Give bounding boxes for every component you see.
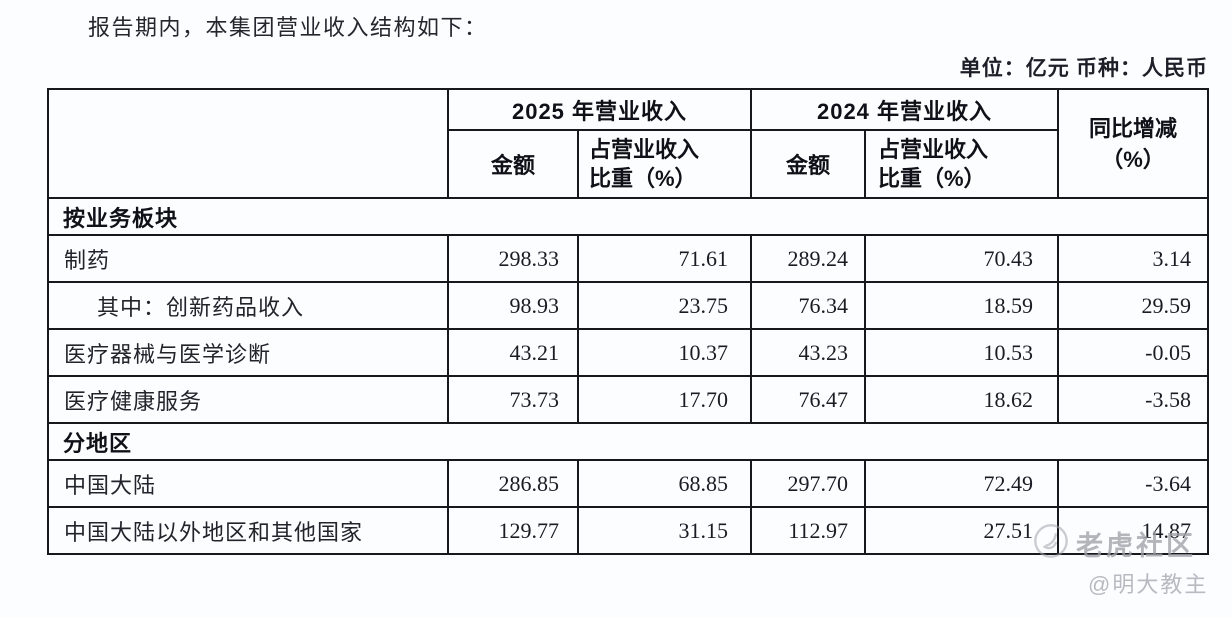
header-blank-cell [47,88,449,199]
amount-2025-cell: 298.33 [447,234,579,283]
amount-2025-cell: 286.85 [447,459,579,508]
share-2024-cell: 10.53 [864,328,1059,377]
row-label: 医疗健康服务 [47,375,449,424]
amount-2025-cell: 98.93 [447,281,579,330]
row-label: 制药 [47,234,449,283]
header-amount-2025: 金额 [447,129,579,199]
header-row-subcolumns: 金额 占营业收入比重（%） 金额 占营业收入比重（%） [48,129,1208,199]
table-row: 制药 298.33 71.61 289.24 70.43 3.14 [47,234,1209,283]
header-yoy-change: 同比增减（%） [1057,88,1209,199]
row-label: 中国大陆以外地区和其他国家 [47,506,449,555]
row-label: 医疗器械与医学诊断 [47,328,449,377]
amount-2025-cell: 73.73 [447,375,579,424]
table-row: 医疗器械与医学诊断 43.21 10.37 43.23 10.53 -0.05 [47,328,1209,377]
header-2025-revenue: 2025 年营业收入 [447,88,752,131]
unit-currency-note: 单位：亿元 币种：人民币 [959,56,1208,80]
row-label: 中国大陆 [47,459,449,508]
section-title: 分地区 [47,422,1209,461]
section-title: 按业务板块 [47,197,1209,236]
amount-2024-cell: 43.23 [750,328,866,377]
amount-2024-cell: 289.24 [750,234,866,283]
section-row-region: 分地区 [47,422,1209,461]
share-2025-cell: 23.75 [577,281,752,330]
header-row-years: 2025 年营业收入 2024 年营业收入 同比增减（%） [47,88,1209,199]
share-2024-cell: 72.49 [864,459,1059,508]
amount-2024-cell: 76.47 [750,375,866,424]
table-row: 其中：创新药品收入 98.93 23.75 76.34 18.59 29.59 [47,281,1209,330]
header-2024-revenue: 2024 年营业收入 [750,88,1059,131]
yoy-cell: 29.59 [1057,281,1209,330]
amount-2024-cell: 112.97 [750,506,866,555]
share-2025-cell: 17.70 [577,375,752,424]
section-row-business: 按业务板块 [47,197,1209,236]
row-label: 其中：创新药品收入 [47,281,449,330]
header-share-2025: 占营业收入比重（%） [577,129,752,199]
yoy-cell: -3.64 [1057,459,1209,508]
amount-2025-cell: 43.21 [447,328,579,377]
share-2024-cell: 70.43 [864,234,1059,283]
header-share-2024: 占营业收入比重（%） [864,129,1059,199]
amount-2024-cell: 76.34 [750,281,866,330]
table-row: 中国大陆以外地区和其他国家 129.77 31.15 112.97 27.51 … [47,506,1209,555]
amount-2025-cell: 129.77 [447,506,579,555]
intro-text: 报告期内，本集团营业收入结构如下： [88,15,488,40]
yoy-cell: -3.58 [1057,375,1209,424]
share-2025-cell: 71.61 [577,234,752,283]
revenue-structure-table: 2025 年营业收入 2024 年营业收入 同比增减（%） 金额 占营业收入比重… [47,88,1209,555]
watermark-author-text: @明大教主 [1088,572,1209,597]
header-amount-2024: 金额 [750,129,866,199]
share-2024-cell: 27.51 [864,506,1059,555]
yoy-cell: -0.05 [1057,328,1209,377]
share-2024-cell: 18.59 [864,281,1059,330]
yoy-cell: 14.87 [1057,506,1209,555]
share-2025-cell: 31.15 [577,506,752,555]
table-row: 医疗健康服务 73.73 17.70 76.47 18.62 -3.58 [47,375,1209,424]
share-2024-cell: 18.62 [864,375,1059,424]
yoy-cell: 3.14 [1057,234,1209,283]
share-2025-cell: 10.37 [577,328,752,377]
table-row: 中国大陆 286.85 68.85 297.70 72.49 -3.64 [47,459,1209,508]
amount-2024-cell: 297.70 [750,459,866,508]
share-2025-cell: 68.85 [577,459,752,508]
